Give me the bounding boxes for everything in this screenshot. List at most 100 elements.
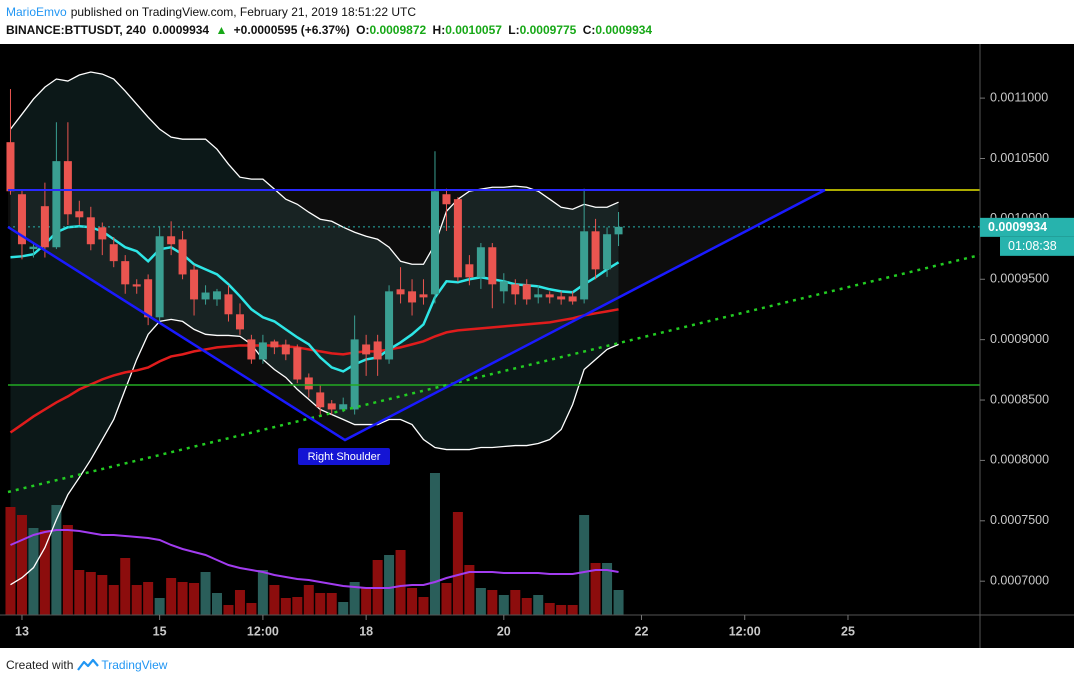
open: 0.0009872	[369, 23, 427, 37]
x-tick-label: 25	[841, 624, 855, 638]
countdown: 01:08:38	[1008, 239, 1057, 253]
x-tick-label: 13	[15, 624, 29, 638]
close-label: C:	[582, 23, 596, 37]
candle-body	[603, 234, 612, 270]
volume-bar	[85, 572, 96, 615]
candle-body	[86, 217, 95, 245]
candle-layer	[6, 89, 623, 415]
candle-body	[167, 236, 176, 245]
candle-body	[132, 284, 141, 287]
volume-bar	[521, 598, 532, 615]
trend-line	[7, 253, 981, 494]
author[interactable]: MarioEmvo	[6, 5, 67, 19]
low: 0.0009775	[519, 23, 577, 37]
indicator-line	[10, 318, 619, 586]
volume-bar	[108, 585, 119, 615]
candle-body	[488, 247, 497, 285]
volume-layer	[5, 473, 624, 615]
volume-bar	[5, 507, 16, 615]
volume-bar	[407, 588, 418, 615]
volume-bar	[166, 578, 177, 615]
volume-bar	[303, 585, 314, 615]
annotation: Right Shoulder	[308, 451, 381, 463]
volume-bar	[280, 598, 291, 615]
candle-body	[17, 194, 26, 245]
candle-body	[201, 292, 210, 300]
volume-bar	[567, 605, 578, 615]
volume-bar	[211, 593, 222, 615]
candle-body	[316, 392, 325, 408]
volume-bar	[177, 582, 188, 615]
volume-bar	[510, 590, 521, 615]
volume-bar	[223, 605, 234, 615]
candle-body	[75, 211, 84, 218]
y-tick-label: 0.0007500	[990, 513, 1049, 527]
pattern-shade	[8, 190, 825, 440]
low-label: L:	[508, 23, 520, 37]
x-tick-label: 12:00	[247, 624, 279, 638]
candle-body	[476, 247, 485, 278]
arrow: ▲	[215, 23, 228, 37]
symbol: BINANCE:BTTUSDT, 240	[6, 23, 147, 37]
candle-body	[281, 344, 290, 355]
candle-body	[580, 231, 589, 300]
logo	[77, 658, 100, 671]
volume-bar	[62, 525, 73, 615]
volume-bar	[590, 563, 601, 615]
volume-bar	[441, 583, 452, 615]
wedge-lines	[7, 188, 826, 442]
candle-body	[568, 296, 577, 302]
y-tick-label: 0.0009000	[990, 332, 1049, 346]
candle-body	[258, 342, 267, 360]
volume-bar	[487, 590, 498, 615]
candle-body	[235, 314, 244, 330]
x-tick-label: 12:00	[729, 624, 761, 638]
volume-bar	[246, 603, 257, 615]
volume-bar	[97, 575, 108, 615]
volume-bar	[143, 582, 154, 615]
candle-body	[339, 404, 348, 410]
candle-body	[109, 244, 118, 262]
volume-average	[10, 529, 619, 589]
volume-bar	[418, 597, 429, 615]
volume-bar	[200, 572, 211, 615]
volume-bar	[452, 512, 463, 615]
volume-bar	[74, 570, 85, 615]
axis-layer: 0.0007000 0.0007500 0.0008000 0.0008500 0.00…	[15, 90, 1074, 638]
change: +0.0000595 (+6.37%)	[233, 23, 350, 37]
volume-bar	[28, 528, 39, 615]
candle-body	[98, 227, 107, 240]
volume-bar	[429, 473, 440, 615]
volume-bar	[51, 505, 62, 615]
candle-body	[557, 296, 566, 300]
candle-body	[293, 347, 302, 380]
candle-body	[6, 142, 15, 192]
volume-bar	[544, 603, 555, 615]
candle-body	[270, 341, 279, 348]
band-fill	[10, 72, 619, 585]
volume-bar	[292, 597, 303, 615]
price-label-box	[980, 217, 1074, 237]
footer: Created with TradingView	[6, 658, 167, 672]
volume-bar	[120, 558, 131, 615]
symbol-line: BINANCE:BTTUSDT, 240 0.0009934 ▲ +0.0000…	[6, 23, 655, 37]
x-tick-label: 22	[635, 624, 649, 638]
candle-body	[591, 231, 600, 270]
candle-body	[499, 281, 508, 292]
y-tick-label: 0.0008000	[990, 453, 1049, 467]
candle-body	[212, 291, 221, 300]
candle-body	[442, 194, 451, 205]
volume-bar	[556, 605, 567, 615]
y-tick-label: 0.0010500	[990, 151, 1049, 165]
high-label: H:	[432, 23, 446, 37]
y-tick-label: 0.0009500	[990, 272, 1049, 286]
footer-brand[interactable]: TradingView	[101, 658, 168, 672]
candle-body	[522, 284, 531, 300]
candle-body	[419, 294, 428, 298]
candle-body	[430, 191, 439, 295]
candle-body	[534, 294, 543, 298]
x-tick-label: 15	[153, 624, 167, 638]
volume-bar	[475, 588, 486, 615]
candle-body	[465, 264, 474, 278]
